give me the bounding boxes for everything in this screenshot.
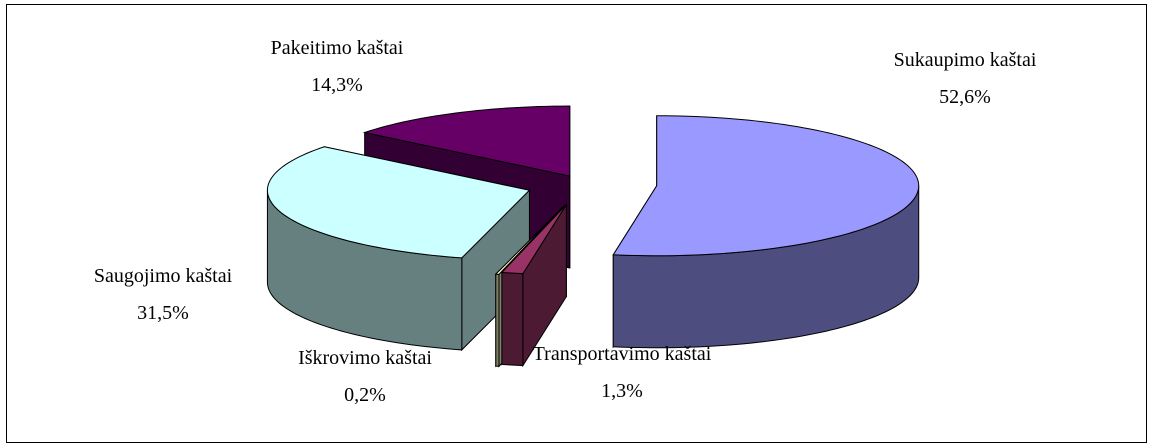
slice: [612, 115, 920, 257]
slice-side: [495, 273, 500, 367]
category-label: Pakeitimo kaštai: [270, 37, 404, 59]
slice-label: Pakeitimo kaštai 14,3%: [232, 30, 442, 104]
category-label: Sukaupimo kaštai: [893, 49, 1037, 71]
value-label: 1,3%: [601, 380, 643, 402]
value-label: 0,2%: [344, 384, 386, 406]
slice-label: Saugojimo kaštai 31,5%: [58, 258, 268, 332]
value-label: 52,6%: [939, 86, 991, 108]
slice-label: Transportavimo kaštai 1,3%: [532, 336, 712, 410]
category-label: Transportavimo kaštai: [532, 343, 712, 365]
value-label: 14,3%: [311, 74, 363, 96]
category-label: Saugojimo kaštai: [93, 265, 233, 287]
category-label: Iškrovimo kaštai: [298, 347, 432, 369]
slice-label: Iškrovimo kaštai 0,2%: [260, 340, 470, 414]
slice-label: Sukaupimo kaštai 52,6%: [860, 42, 1070, 116]
value-label: 31,5%: [137, 302, 189, 324]
slice: [362, 105, 571, 177]
slice: [500, 204, 567, 275]
slice: [494, 206, 564, 275]
slice: [266, 146, 531, 259]
slice-side: [501, 271, 524, 367]
chart-border: [6, 4, 1147, 443]
